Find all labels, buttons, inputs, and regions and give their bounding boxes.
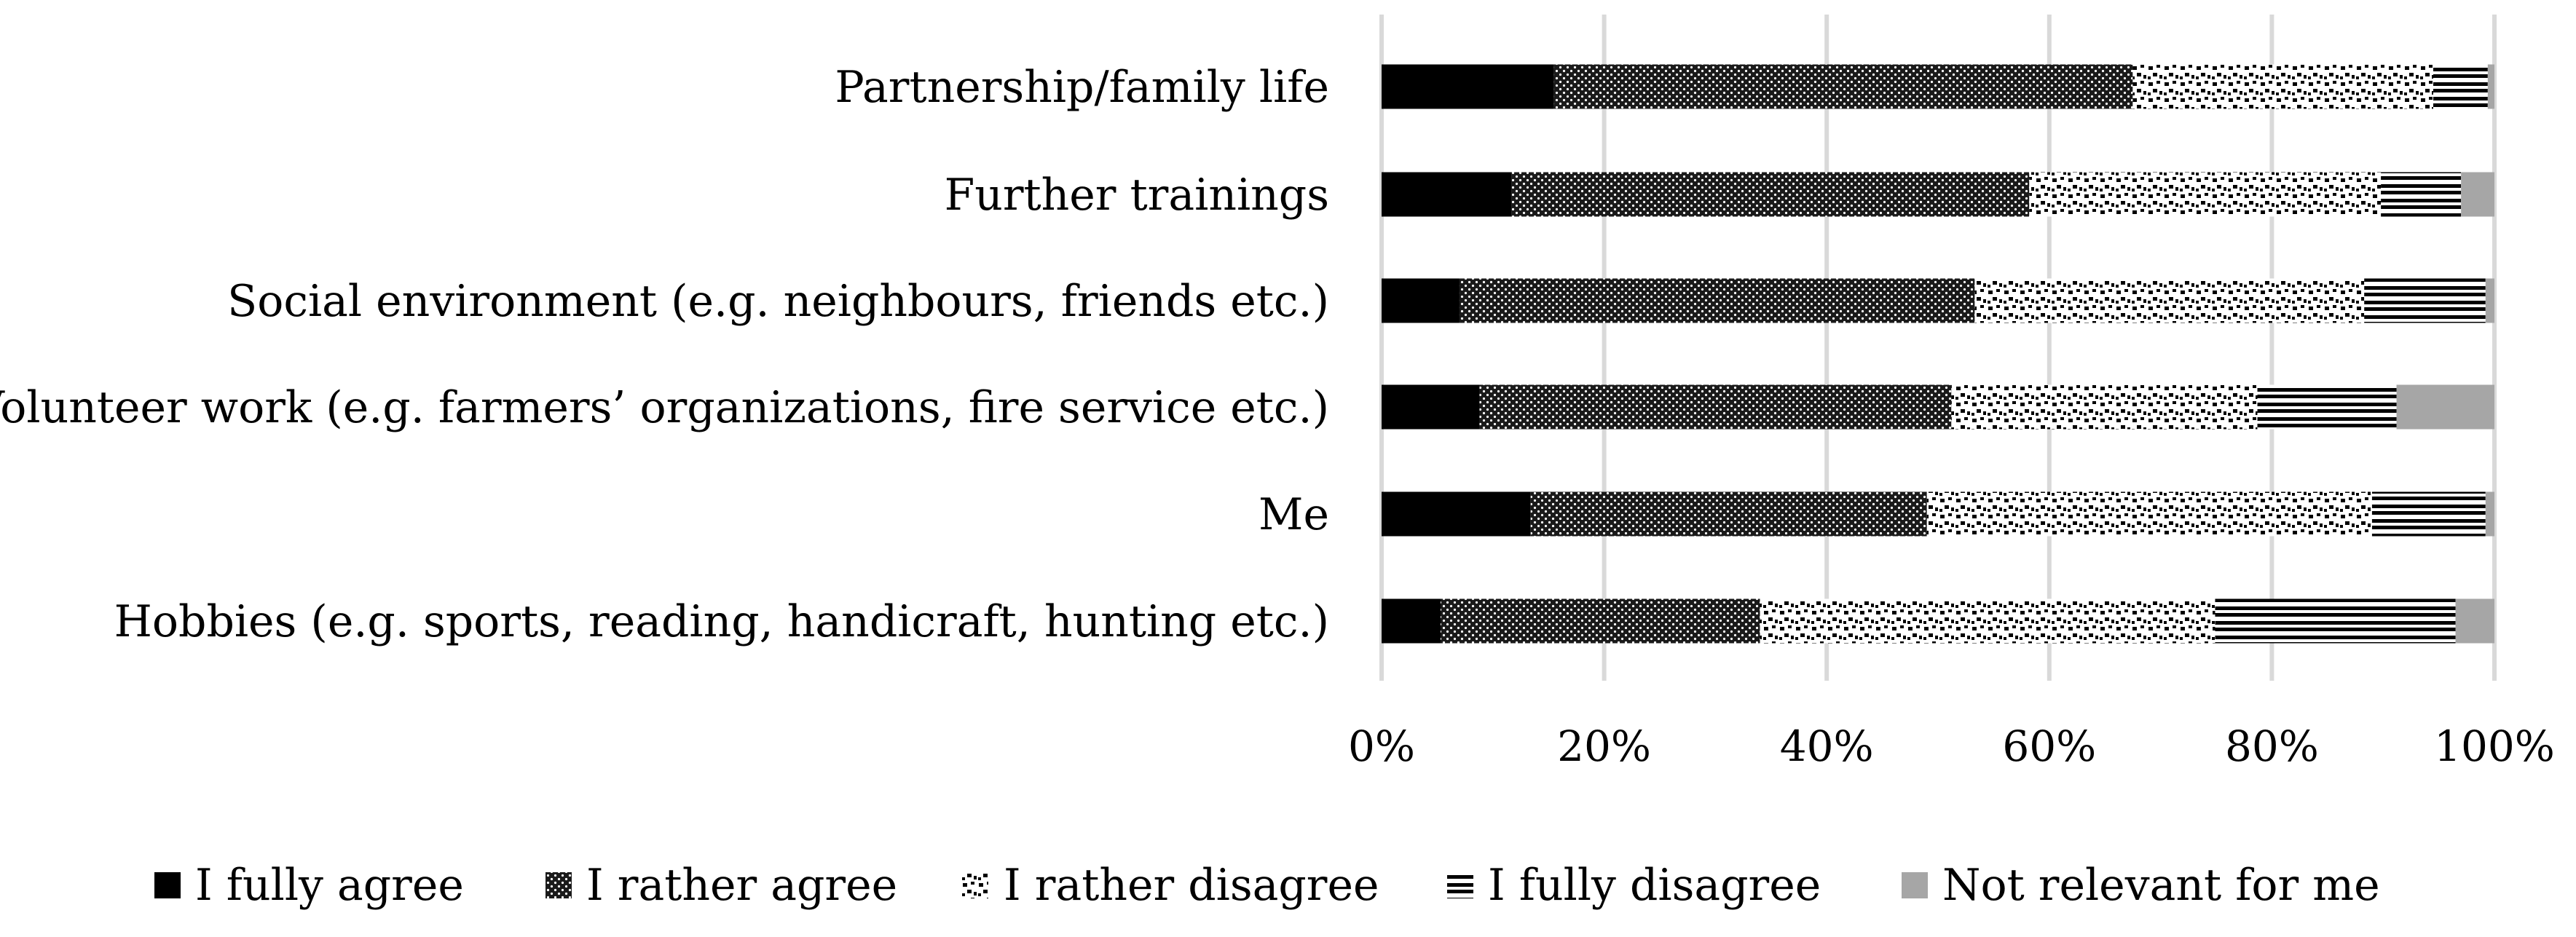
bar-segment-row2-series0 [1382,278,1460,323]
bar-segment-row4-series3 [2371,491,2486,537]
bar-segment-row3-series4 [2396,384,2494,430]
bar-segment-row2-series4 [2485,278,2494,323]
bar-segment-row1-series4 [2461,172,2494,217]
bar-segment-row5-series3 [2215,598,2456,644]
bar-segment-row2-series2 [1974,278,2365,323]
legend-swatch-4 [1902,872,1928,898]
category-label-0: Partnership/family life [835,62,1329,113]
bar-segment-row0-series1 [1553,64,2133,109]
legend-label-4: Not relevant for me [1942,860,2380,911]
bar-segment-row5-series4 [2455,598,2494,644]
category-label-4: Me [1259,489,1329,540]
bar-segment-row4-series2 [1926,491,2372,537]
legend-label-1: I rather agree [586,860,897,911]
bar-segment-row3-series1 [1479,384,1952,430]
legend-swatch-0 [154,872,181,898]
legend-swatch-2 [962,872,988,898]
x-tick-label-5: 100% [2434,721,2555,771]
category-label-3: Volunteer work (e.g. farmers’ organizati… [0,382,1329,433]
legend: I fully agree I rather agree I rather disa… [154,860,2380,911]
grid-lines [1379,15,2497,681]
bar-segment-row1-series2 [2029,172,2382,217]
x-tick-label-3: 60% [2002,721,2096,771]
bar-segment-row1-series0 [1382,172,1512,217]
bar-segment-row3-series2 [1951,384,2258,430]
legend-swatch-3 [1447,872,1473,898]
x-tick-label-2: 40% [1780,721,1874,771]
legend-label-3: I fully disagree [1488,860,1821,911]
bars [1382,64,2494,644]
category-label-5: Hobbies (e.g. sports, reading, handicraf… [114,596,1329,647]
legend-swatch-1 [545,872,572,898]
bar-segment-row0-series2 [2132,64,2433,109]
bar-segment-row0-series0 [1382,64,1554,109]
bar-segment-row1-series3 [2381,172,2462,217]
x-axis-tick-labels: 0% 20% 40% 60% 80% 100% [1348,721,2555,771]
bar-segment-row5-series0 [1382,598,1441,644]
bar-segment-row2-series3 [2364,278,2486,323]
x-tick-label-1: 20% [1557,721,1651,771]
bar-segment-row0-series3 [2433,64,2488,109]
bar-segment-row4-series1 [1530,491,1927,537]
legend-label-2: I rather disagree [1004,860,1379,911]
bar-segment-row4-series4 [2485,491,2494,537]
category-label-1: Further trainings [945,170,1329,221]
bar-segment-row5-series2 [1760,598,2215,644]
bar-segment-row1-series1 [1511,172,2030,217]
bar-segment-row5-series1 [1440,598,1760,644]
legend-label-0: I fully agree [195,860,464,911]
bar-segment-row0-series4 [2487,64,2494,109]
x-tick-label-4: 80% [2225,721,2319,771]
category-labels: Partnership/family life Further trainings… [0,62,1329,647]
category-label-2: Social environment (e.g. neighbours, fri… [227,276,1329,327]
bar-segment-row3-series3 [2257,384,2397,430]
bar-segment-row4-series0 [1382,491,1531,537]
x-tick-label-0: 0% [1348,721,1415,771]
bar-segment-row2-series1 [1459,278,1975,323]
bar-segment-row3-series0 [1382,384,1480,430]
